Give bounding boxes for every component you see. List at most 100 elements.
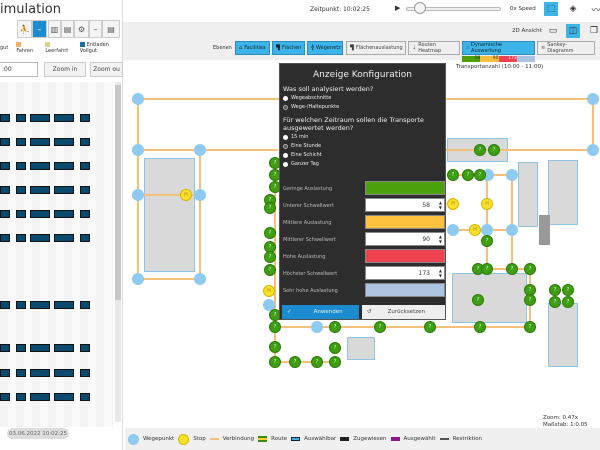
waypoint-node[interactable]: [132, 93, 144, 105]
gantt-block[interactable]: [0, 393, 10, 401]
waypoint-node[interactable]: [447, 224, 459, 236]
gantt-block[interactable]: [16, 301, 26, 309]
waypoint-node[interactable]: [194, 273, 206, 285]
gantt-block[interactable]: [0, 162, 10, 170]
gantt-block[interactable]: [16, 393, 26, 401]
gantt-block[interactable]: [80, 369, 90, 377]
gantt-block[interactable]: [0, 234, 10, 242]
stop-node[interactable]: H: [481, 198, 493, 210]
play-icon[interactable]: ▶: [395, 4, 401, 12]
gantt-block[interactable]: [80, 162, 90, 170]
waypoint-node[interactable]: [132, 189, 144, 201]
gantt-block[interactable]: [54, 369, 74, 377]
waypoint-node-low[interactable]: ?: [289, 356, 301, 368]
gantt-block[interactable]: [80, 344, 90, 352]
layer-flaechen[interactable]: ▜ Flächen: [272, 41, 305, 55]
color-hohe[interactable]: [365, 249, 445, 263]
gantt-block[interactable]: [54, 210, 74, 218]
person-walk-icon[interactable]: ⛹: [17, 20, 32, 38]
layer-sankey[interactable]: ≋ Sankey-Diagramm: [537, 41, 595, 55]
gantt-block[interactable]: [30, 138, 50, 146]
waypoint-node-low[interactable]: ?: [264, 264, 276, 276]
color-sehr-hohe[interactable]: [365, 283, 445, 297]
waypoint-node-low[interactable]: ?: [506, 263, 518, 275]
gantt-block[interactable]: [80, 138, 90, 146]
apply-button[interactable]: ✓ Anwenden: [282, 305, 359, 319]
map-2d-icon[interactable]: ⬚: [544, 2, 558, 16]
gantt-block[interactable]: [30, 186, 50, 194]
waypoint-node-low[interactable]: ?: [474, 144, 486, 156]
layer-flaechenauslastung[interactable]: ▜ Flächenauslastung: [346, 41, 406, 55]
gantt-block[interactable]: [16, 138, 26, 146]
waypoint-node-low[interactable]: ?: [524, 294, 536, 306]
waypoint-node[interactable]: [311, 321, 323, 333]
time-input[interactable]: :00: [0, 62, 38, 77]
gantt-block[interactable]: [80, 210, 90, 218]
gantt-block[interactable]: [30, 234, 50, 242]
color-geringe[interactable]: [365, 181, 445, 195]
stop-node[interactable]: H: [469, 224, 481, 236]
minus-icon[interactable]: –: [89, 20, 102, 38]
map-canvas[interactable]: H H H H H???????????????????????????????????…: [125, 60, 600, 428]
layer-dynamische-auswertung[interactable]: ☝ Dynamische Auswertung: [462, 41, 535, 55]
gantt-block[interactable]: [16, 114, 26, 122]
waypoint-node[interactable]: [194, 144, 206, 156]
minus-icon[interactable]: –: [32, 20, 47, 38]
waypoint-node[interactable]: [263, 299, 275, 311]
gantt-block[interactable]: [16, 234, 26, 242]
gantt-block[interactable]: [30, 344, 50, 352]
radio-wegeabschnitte[interactable]: Wegeabschnitte: [283, 94, 442, 102]
waypoint-node-low[interactable]: ?: [562, 296, 574, 308]
waypoint-node[interactable]: [132, 273, 144, 285]
waypoint-node-low[interactable]: ?: [264, 251, 276, 263]
waypoint-node[interactable]: [506, 224, 518, 236]
waypoint-node-low[interactable]: ?: [562, 284, 574, 296]
bar-chart-icon[interactable]: ▥: [48, 20, 61, 38]
slider-handle[interactable]: [414, 2, 426, 14]
gantt-block[interactable]: [30, 162, 50, 170]
waypoint-node-low[interactable]: ?: [329, 321, 341, 333]
cube-icon[interactable]: ◈: [569, 4, 577, 14]
gantt-block[interactable]: [0, 138, 10, 146]
gantt-block[interactable]: [16, 162, 26, 170]
waypoint-node-low[interactable]: ?: [447, 169, 459, 181]
layout-icon[interactable]: ▭: [548, 26, 558, 36]
radio-eine-stunde[interactable]: Eine Stunde: [283, 142, 442, 150]
gantt-block[interactable]: [54, 301, 74, 309]
waypoint-node[interactable]: [587, 144, 599, 156]
gantt-block[interactable]: [16, 344, 26, 352]
gantt-block[interactable]: [30, 210, 50, 218]
window-icon[interactable]: ❐: [589, 26, 599, 36]
spinner-icon[interactable]: ▲ ▼: [438, 200, 442, 210]
gantt-block[interactable]: [54, 186, 74, 194]
gantt-block[interactable]: [30, 301, 50, 309]
zoom-in-button[interactable]: Zoom in: [44, 62, 86, 77]
spinner-icon[interactable]: ▲ ▼: [438, 234, 442, 244]
spinner-icon[interactable]: ▲ ▼: [438, 268, 442, 278]
waypoint-node[interactable]: [132, 144, 144, 156]
input-unterer-schwellwert[interactable]: 58 ▲ ▼: [365, 198, 445, 212]
waypoint-node[interactable]: [587, 93, 599, 105]
waypoint-node-low[interactable]: ?: [524, 263, 536, 275]
waypoint-node-low[interactable]: ?: [462, 169, 474, 181]
gantt-block[interactable]: [16, 210, 26, 218]
gantt-block[interactable]: [80, 234, 90, 242]
input-mittlerer-schwellwert[interactable]: 90 ▲ ▼: [365, 232, 445, 246]
stop-node[interactable]: H: [447, 198, 459, 210]
gantt-block[interactable]: [54, 114, 74, 122]
gantt-block[interactable]: [54, 234, 74, 242]
waypoint-node-low[interactable]: ?: [474, 169, 486, 181]
waypoint-node-low[interactable]: ?: [311, 356, 323, 368]
waypoint-node-low[interactable]: ?: [329, 342, 341, 354]
clipboard-icon[interactable]: ▤: [102, 20, 120, 38]
gantt-block[interactable]: [80, 114, 90, 122]
gantt-block[interactable]: [0, 344, 10, 352]
gantt-block[interactable]: [0, 114, 10, 122]
waypoint-node-low[interactable]: ?: [269, 356, 281, 368]
waypoint-node-low[interactable]: ?: [488, 144, 500, 156]
waypoint-node-low[interactable]: ?: [549, 296, 561, 308]
gantt-block[interactable]: [16, 369, 26, 377]
chart-line-icon[interactable]: 〰: [591, 5, 600, 16]
gantt-block[interactable]: [30, 114, 50, 122]
waypoint-node-low[interactable]: ?: [264, 227, 276, 239]
